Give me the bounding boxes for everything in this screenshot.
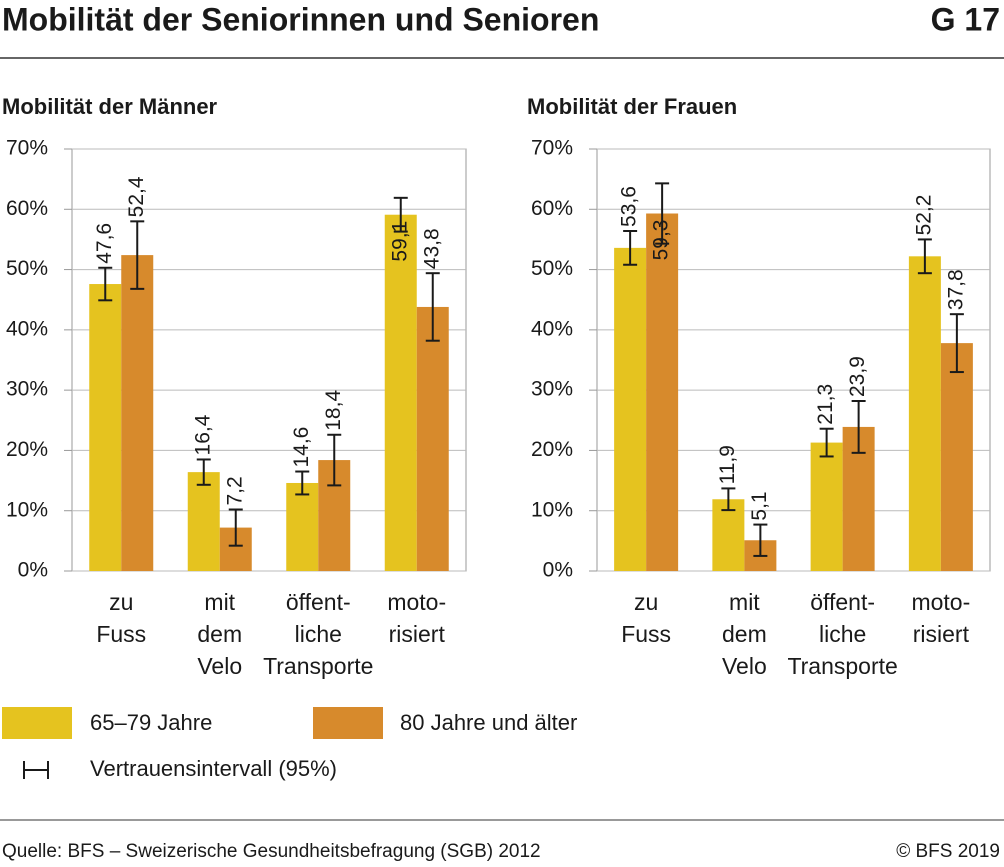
value-label: 18,4 (322, 390, 345, 431)
y-tick-label: 50% (6, 257, 48, 280)
value-label: 37,8 (944, 269, 967, 310)
bar (121, 255, 154, 572)
bar (384, 214, 417, 571)
bar (940, 343, 973, 571)
y-tick-label: 0% (18, 559, 48, 582)
legend-swatch (2, 707, 72, 739)
title: Mobilität der Seniorinnen und Senioren (2, 1, 599, 37)
bar (286, 482, 319, 571)
legend-swatch (313, 707, 383, 739)
x-tick-label: mit dem Velo (722, 589, 767, 679)
bar (810, 442, 843, 571)
figure-code: G 17 (931, 1, 1000, 37)
legend-label: Vertrauensintervall (95%) (90, 756, 337, 781)
value-label: 5,1 (748, 491, 771, 520)
y-tick-label: 0% (543, 559, 573, 582)
y-tick-label: 30% (531, 378, 573, 401)
legend-label: 65–79 Jahre (90, 710, 212, 735)
bar (89, 284, 122, 571)
y-tick-label: 70% (6, 137, 48, 160)
y-tick-label: 10% (6, 498, 48, 521)
value-label: 47,6 (93, 223, 116, 264)
value-label: 23,9 (846, 356, 869, 397)
y-tick-label: 40% (6, 317, 48, 340)
value-label: 16,4 (191, 414, 214, 455)
value-label: 11,9 (716, 445, 739, 484)
y-tick-label: 40% (531, 317, 573, 340)
value-label: 52,4 (125, 176, 148, 217)
value-label: 21,3 (814, 384, 837, 425)
y-tick-label: 20% (531, 438, 573, 461)
value-label: 43,8 (420, 228, 443, 269)
x-tick-label: zu Fuss (96, 589, 146, 647)
value-label: 59,3 (650, 220, 673, 261)
y-tick-label: 60% (6, 197, 48, 220)
x-tick-label: öffent-liche Transporte (263, 589, 373, 679)
value-label: 14,6 (290, 427, 313, 468)
value-label: 53,6 (618, 186, 641, 227)
value-label: 59,1 (388, 221, 411, 262)
x-tick-label: zu Fuss (621, 589, 671, 647)
chart-subtitle: Mobilität der Frauen (527, 94, 737, 119)
y-tick-label: 20% (6, 438, 48, 461)
bar (646, 213, 679, 571)
value-label: 52,2 (912, 195, 935, 236)
legend-label: 80 Jahre und älter (400, 710, 577, 735)
chart-subtitle: Mobilität der Männer (2, 94, 218, 119)
bar (908, 256, 941, 571)
x-tick-label: moto-risiert (387, 589, 446, 647)
bar (712, 499, 745, 571)
bar (416, 306, 449, 571)
x-tick-label: moto-risiert (911, 589, 970, 647)
bar (187, 472, 220, 571)
x-tick-label: mit dem Velo (197, 589, 242, 679)
source: Quelle: BFS – Sweizerische Gesundheitsbe… (2, 841, 541, 862)
y-tick-label: 60% (531, 197, 573, 220)
bar (614, 247, 647, 571)
y-tick-label: 50% (531, 257, 573, 280)
y-tick-label: 70% (531, 137, 573, 160)
y-tick-label: 30% (6, 378, 48, 401)
y-tick-label: 10% (531, 498, 573, 521)
value-label: 7,2 (223, 476, 246, 505)
x-tick-label: öffent-liche Transporte (787, 589, 897, 679)
copyright: © BFS 2019 (896, 841, 1000, 862)
